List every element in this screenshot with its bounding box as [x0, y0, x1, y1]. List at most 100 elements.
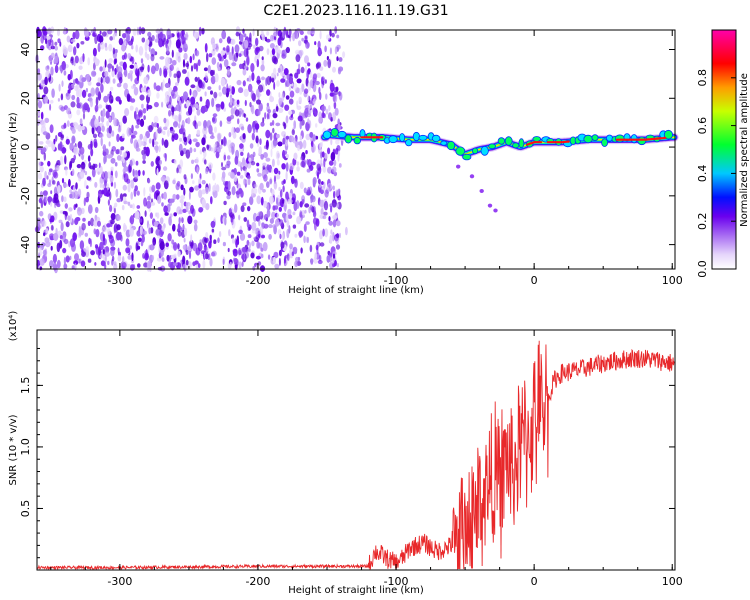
noise-speckle [271, 48, 276, 56]
noise-speckle [218, 231, 222, 238]
noise-speckle [296, 161, 300, 166]
noise-speckle [96, 125, 102, 134]
noise-speckle [57, 98, 61, 102]
noise-speckle [118, 76, 123, 84]
noise-speckle [282, 121, 286, 127]
noise-speckle [143, 76, 149, 85]
noise-speckle [41, 147, 47, 153]
noise-speckle [233, 257, 238, 266]
noise-speckle [127, 72, 131, 80]
x-tick-label: -300 [107, 274, 132, 287]
noise-speckle [60, 106, 66, 112]
noise-speckle [166, 38, 169, 44]
noise-speckle [92, 133, 98, 139]
noise-speckle [281, 93, 285, 102]
noise-speckle [163, 191, 168, 200]
ridge-blob [462, 153, 472, 161]
noise-speckle [173, 159, 177, 165]
colorbar-frame [711, 29, 737, 270]
noise-speckle [82, 217, 86, 222]
noise-speckle [120, 146, 125, 151]
noise-speckle [164, 153, 167, 162]
noise-speckle [248, 157, 252, 162]
noise-speckle [110, 166, 114, 172]
noise-speckle [317, 171, 319, 180]
noise-speckle [280, 78, 286, 83]
noise-speckle [275, 122, 281, 127]
noise-speckle [247, 206, 251, 212]
noise-speckle [60, 124, 66, 130]
noise-speckle [42, 190, 48, 197]
noise-speckle [208, 162, 213, 170]
noise-speckle [193, 223, 198, 232]
noise-speckle [316, 72, 321, 78]
noise-speckle [306, 236, 310, 244]
noise-speckle [293, 249, 298, 255]
noise-speckle [182, 59, 186, 68]
noise-speckle [256, 162, 260, 167]
noise-speckle [229, 261, 232, 267]
noise-speckle [121, 262, 127, 269]
noise-speckle [103, 155, 106, 165]
noise-speckle [97, 77, 101, 83]
noise-speckle [107, 260, 110, 266]
noise-speckle [159, 248, 164, 257]
noise-speckle [288, 28, 292, 36]
noise-speckle [76, 80, 80, 86]
ridge-peak [546, 140, 570, 144]
noise-speckle [54, 202, 57, 209]
noise-speckle [317, 178, 321, 185]
noise-speckle [84, 179, 87, 189]
noise-speckle [142, 160, 146, 164]
x-tick-label: 0 [531, 274, 538, 287]
noise-speckle [192, 261, 196, 267]
noise-speckle [328, 112, 332, 120]
noise-speckle [73, 260, 79, 266]
noise-speckle [331, 32, 335, 38]
noise-speckle [117, 247, 120, 255]
noise-speckle [134, 211, 140, 220]
noise-speckle [247, 234, 252, 239]
tail-blob [479, 189, 484, 193]
noise-speckle [51, 39, 54, 50]
ridge-blob [405, 139, 413, 147]
noise-speckle [205, 187, 209, 195]
noise-speckle [144, 252, 149, 261]
noise-speckle [184, 76, 190, 86]
noise-speckle [324, 79, 327, 84]
noise-speckle [197, 59, 201, 67]
noise-speckle [163, 68, 168, 78]
noise-speckle [105, 110, 110, 119]
noise-speckle [261, 32, 265, 42]
noise-speckle [130, 179, 135, 189]
noise-speckle [161, 202, 164, 207]
noise-speckle [269, 132, 273, 141]
noise-speckle [266, 164, 270, 171]
noise-speckle [165, 56, 171, 66]
noise-speckle [336, 263, 339, 268]
noise-speckle [190, 65, 194, 72]
noise-speckle [296, 216, 302, 225]
noise-speckle [109, 175, 114, 183]
noise-speckle [68, 207, 73, 212]
noise-speckle [149, 186, 152, 192]
noise-speckle [255, 88, 260, 98]
noise-speckle [294, 260, 298, 268]
noise-speckle [190, 173, 193, 180]
noise-speckle [317, 40, 321, 50]
noise-speckle [207, 86, 212, 90]
x-tick-label: -200 [245, 274, 270, 287]
noise-speckle [104, 59, 107, 68]
noise-speckle [319, 242, 325, 247]
noise-speckle [137, 26, 139, 36]
noise-speckle [298, 40, 302, 47]
noise-speckle [148, 125, 153, 133]
noise-speckle [73, 60, 76, 67]
noise-speckle [142, 170, 145, 176]
noise-speckle [235, 127, 240, 133]
noise-speckle [90, 250, 95, 256]
noise-speckle [303, 235, 306, 244]
noise-speckle [114, 58, 118, 64]
noise-speckle [90, 118, 96, 128]
noise-speckle [110, 157, 116, 164]
